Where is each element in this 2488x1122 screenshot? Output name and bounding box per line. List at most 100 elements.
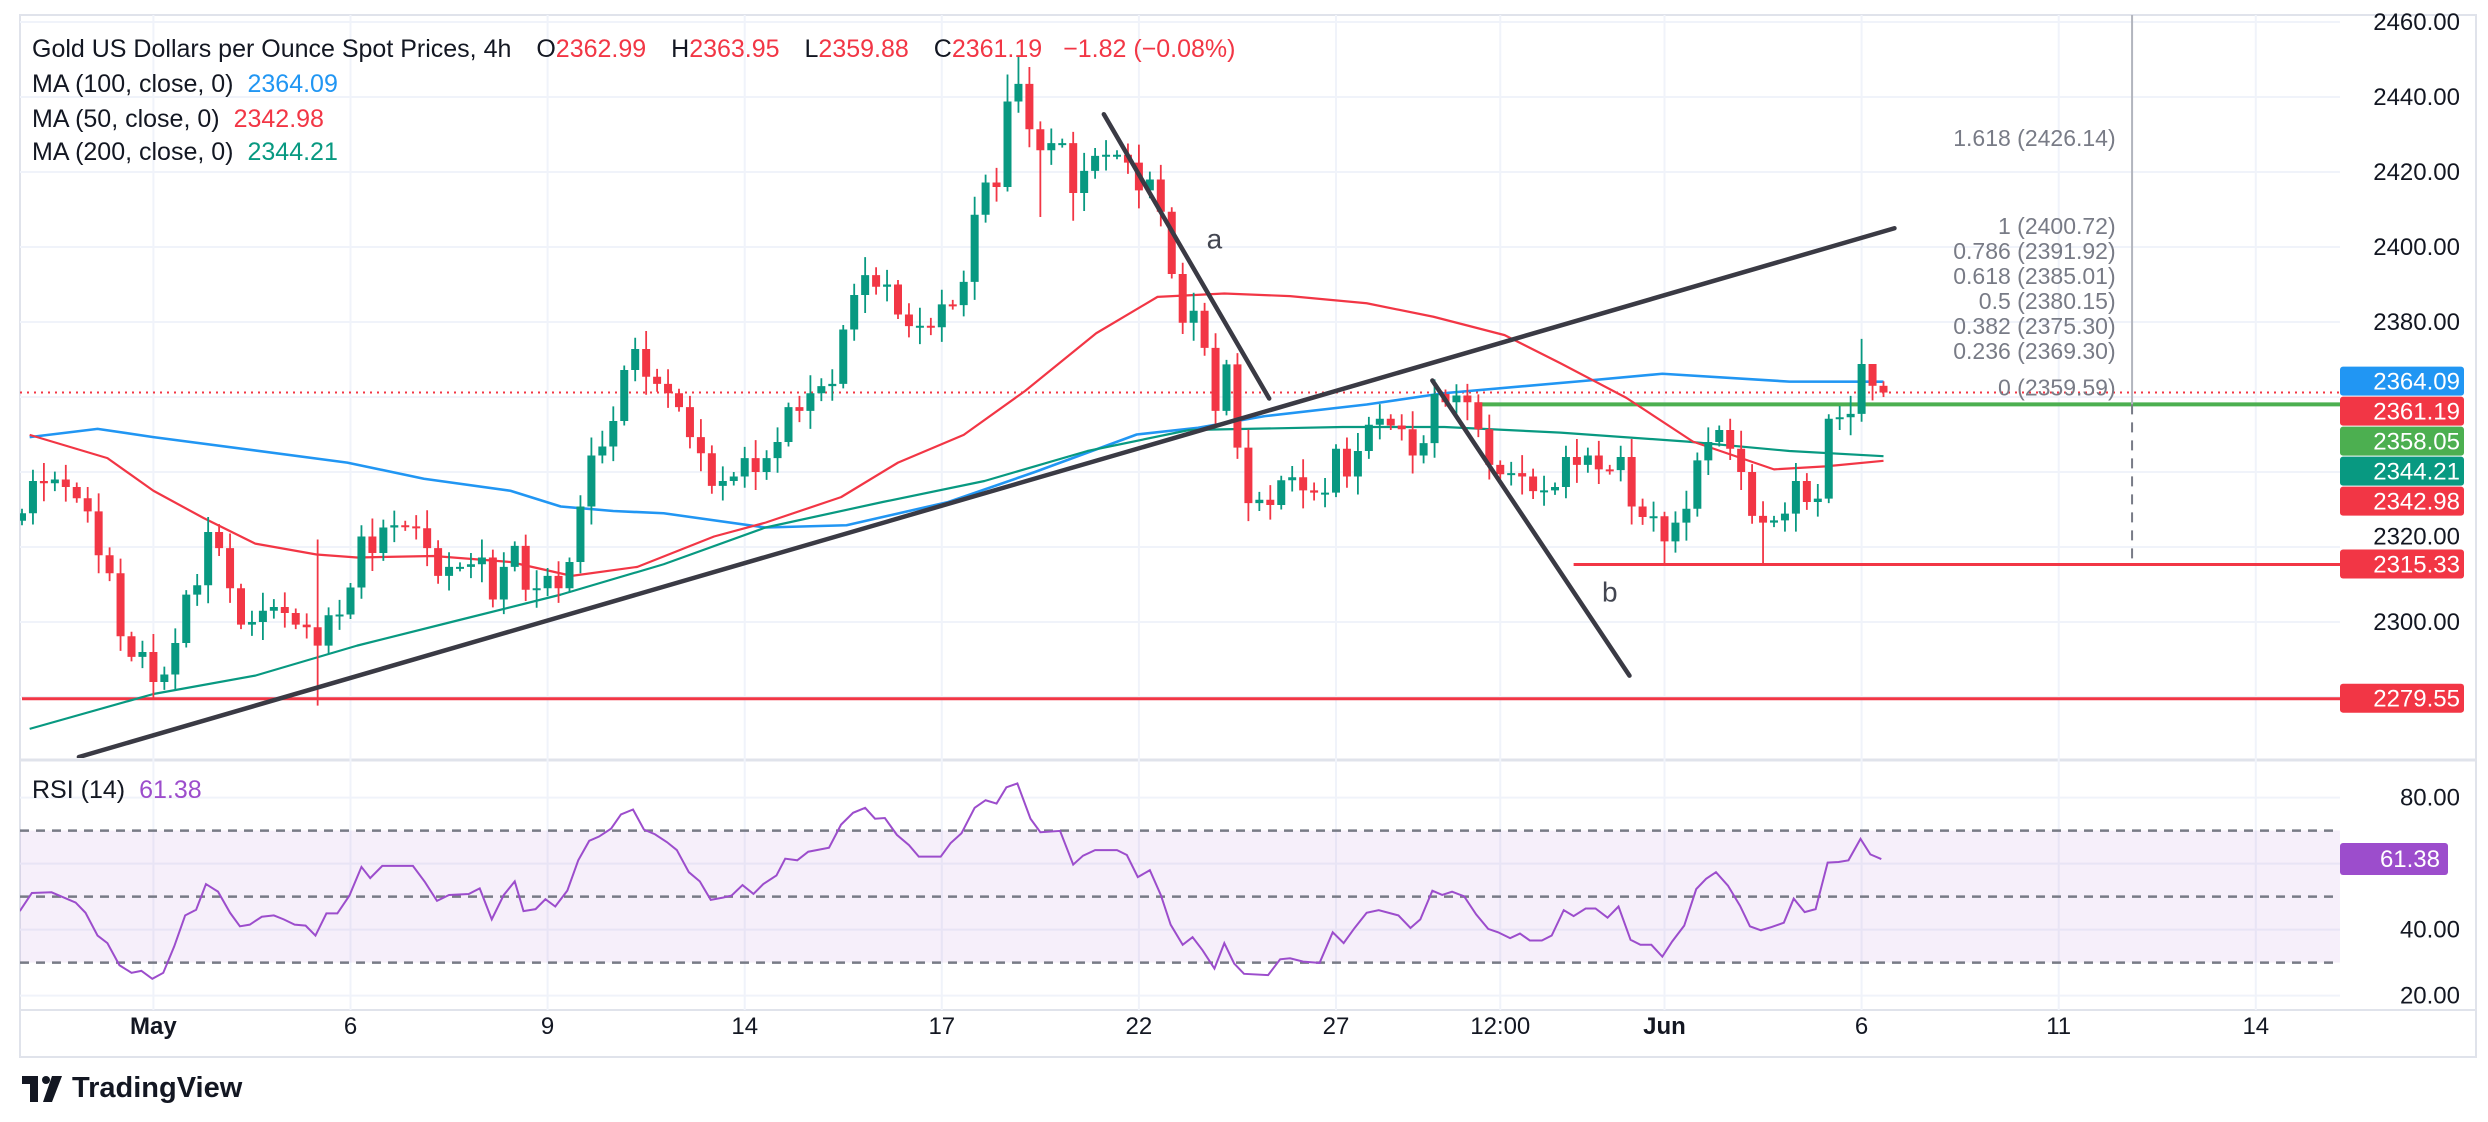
- candle[interactable]: [1572, 439, 1581, 483]
- fib-level-label[interactable]: 0.5 (2380.15): [1979, 288, 2116, 314]
- candle[interactable]: [1069, 131, 1078, 221]
- candle[interactable]: [1791, 463, 1800, 532]
- candle[interactable]: [1780, 502, 1789, 532]
- candle[interactable]: [280, 592, 289, 628]
- rsi-legend[interactable]: RSI (14) 61.38: [32, 775, 206, 805]
- candle[interactable]: [883, 269, 892, 302]
- fib-level-label[interactable]: 1.618 (2426.14): [1953, 125, 2115, 151]
- candle[interactable]: [1715, 425, 1724, 447]
- candle[interactable]: [828, 369, 837, 401]
- candle[interactable]: [1561, 445, 1570, 499]
- candle[interactable]: [1419, 435, 1428, 464]
- candle[interactable]: [1671, 511, 1680, 553]
- rsi-panel[interactable]: [20, 782, 2340, 980]
- candle[interactable]: [1189, 292, 1198, 341]
- candle[interactable]: [94, 493, 103, 574]
- candle[interactable]: [631, 337, 640, 382]
- candle[interactable]: [861, 257, 870, 313]
- rsi-line[interactable]: [20, 782, 1882, 980]
- candle[interactable]: [565, 557, 574, 593]
- candle[interactable]: [1594, 440, 1603, 484]
- candle[interactable]: [1386, 414, 1395, 430]
- candle[interactable]: [532, 570, 541, 608]
- candle[interactable]: [740, 446, 749, 488]
- candle[interactable]: [247, 610, 256, 636]
- candle[interactable]: [1857, 338, 1866, 422]
- candle[interactable]: [642, 331, 651, 395]
- candle[interactable]: [1802, 473, 1811, 510]
- candle[interactable]: [215, 524, 224, 556]
- candle[interactable]: [587, 437, 596, 525]
- candle[interactable]: [1375, 404, 1384, 440]
- candle[interactable]: [1321, 478, 1330, 508]
- candle[interactable]: [324, 607, 333, 654]
- candle[interactable]: [357, 525, 366, 599]
- ma100-legend[interactable]: MA (100, close, 0) 2364.09: [32, 69, 342, 99]
- fib-level-label[interactable]: 0.786 (2391.92): [1953, 238, 2115, 264]
- candle[interactable]: [1310, 482, 1319, 501]
- candle[interactable]: [291, 608, 300, 630]
- candle[interactable]: [1430, 379, 1439, 458]
- candle[interactable]: [1102, 140, 1111, 171]
- candle[interactable]: [1529, 468, 1538, 499]
- candle[interactable]: [1342, 437, 1351, 488]
- candle[interactable]: [160, 666, 169, 690]
- candle[interactable]: [1058, 138, 1067, 148]
- candle[interactable]: [28, 469, 37, 525]
- candle[interactable]: [915, 307, 924, 345]
- candle[interactable]: [335, 599, 344, 630]
- candle[interactable]: [1003, 74, 1012, 192]
- fib-level-label[interactable]: 0.618 (2385.01): [1953, 263, 2115, 289]
- candle[interactable]: [1835, 406, 1844, 430]
- candle[interactable]: [127, 631, 136, 662]
- wave-b-line[interactable]: [1430, 378, 1632, 678]
- candle[interactable]: [1091, 148, 1100, 179]
- candle[interactable]: [904, 303, 913, 338]
- candle[interactable]: [193, 574, 202, 606]
- candle[interactable]: [302, 613, 311, 639]
- candle[interactable]: [1824, 414, 1833, 504]
- candle[interactable]: [1047, 128, 1056, 165]
- candle[interactable]: [1288, 466, 1297, 492]
- candle[interactable]: [1551, 482, 1559, 495]
- candle[interactable]: [1397, 414, 1406, 441]
- fib-level-label[interactable]: 0.236 (2369.30): [1953, 338, 2115, 364]
- candle[interactable]: [499, 552, 508, 615]
- fib-level-label[interactable]: 1 (2400.72): [1998, 213, 2116, 239]
- candle[interactable]: [1353, 433, 1362, 495]
- candle[interactable]: [1080, 152, 1089, 211]
- candle[interactable]: [718, 466, 727, 501]
- candle[interactable]: [1868, 364, 1877, 401]
- candle[interactable]: [1748, 464, 1757, 524]
- candle[interactable]: [434, 540, 443, 584]
- candle[interactable]: [258, 592, 267, 640]
- candle[interactable]: [1036, 121, 1045, 217]
- candle[interactable]: [149, 634, 158, 700]
- candle[interactable]: [554, 561, 563, 603]
- candle[interactable]: [1693, 452, 1702, 517]
- candle[interactable]: [346, 583, 355, 619]
- candle[interactable]: [784, 402, 793, 447]
- candle[interactable]: [1233, 353, 1242, 459]
- candle[interactable]: [18, 508, 26, 526]
- candle[interactable]: [981, 174, 990, 223]
- candle[interactable]: [138, 640, 147, 669]
- candle[interactable]: [1770, 515, 1778, 528]
- candle[interactable]: [401, 520, 410, 531]
- candle[interactable]: [1244, 429, 1253, 522]
- candle[interactable]: [1813, 484, 1822, 517]
- candle[interactable]: [1649, 501, 1658, 532]
- candle[interactable]: [609, 406, 618, 462]
- candle[interactable]: [50, 471, 59, 492]
- candle[interactable]: [456, 562, 464, 572]
- candle[interactable]: [675, 388, 683, 412]
- candle[interactable]: [1025, 67, 1034, 148]
- ma50-line[interactable]: [29, 292, 1884, 577]
- candle[interactable]: [423, 510, 432, 567]
- candle[interactable]: [664, 369, 673, 408]
- candle[interactable]: [1255, 491, 1264, 511]
- candle[interactable]: [466, 553, 475, 579]
- candle[interactable]: [1605, 464, 1614, 475]
- ma100-line[interactable]: [29, 372, 1884, 529]
